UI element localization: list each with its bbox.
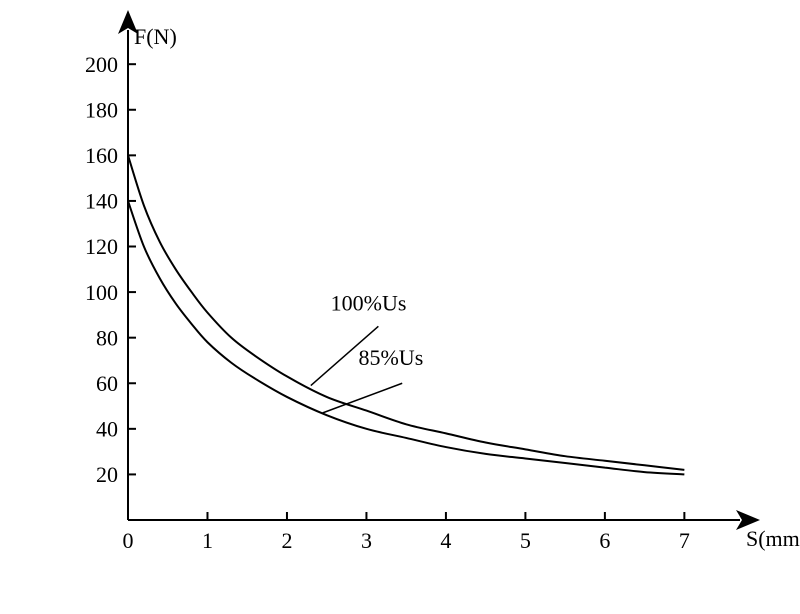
series-label: 85%Us [358,345,423,370]
x-tick-label: 0 [123,528,134,553]
y-tick-label: 160 [85,143,118,168]
y-tick-label: 140 [85,189,118,214]
series-curve [128,201,684,474]
x-tick-label: 5 [520,528,531,553]
force-stroke-chart: 0 1 2 3 4 5 6 7 20 40 60 80 100 120 140 160 180 200 F(N) S(… [0,0,800,614]
y-tick-label: 80 [96,325,118,350]
x-tick-label: 4 [440,528,451,553]
y-tick-label: 60 [96,371,118,396]
x-tick-label: 2 [281,528,292,553]
x-tick-label: 7 [679,528,690,553]
x-tick-label: 6 [599,528,610,553]
x-axis-title: S(mm) [746,526,800,551]
y-tick-label: 180 [85,97,118,122]
chart-svg: 0 1 2 3 4 5 6 7 20 40 60 80 100 120 140 160 180 200 F(N) S(… [0,0,800,614]
y-tick-label: 200 [85,52,118,77]
series-label: 100%Us [331,290,407,315]
y-tick-label: 20 [96,462,118,487]
y-tick-label: 100 [85,280,118,305]
y-tick-label: 120 [85,234,118,259]
y-tick-label: 40 [96,417,118,442]
y-axis-title: F(N) [134,24,177,49]
x-tick-label: 1 [202,528,213,553]
x-tick-label: 3 [361,528,372,553]
